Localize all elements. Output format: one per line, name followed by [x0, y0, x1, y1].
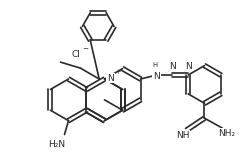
Text: NH: NH — [176, 131, 189, 140]
Text: N: N — [185, 62, 192, 71]
Text: N: N — [107, 74, 114, 83]
Text: Cl: Cl — [72, 50, 81, 59]
Text: N: N — [153, 71, 160, 80]
Text: H₂N: H₂N — [48, 140, 65, 149]
Text: H: H — [152, 62, 157, 68]
Text: −: − — [82, 46, 88, 52]
Text: NH₂: NH₂ — [218, 128, 235, 137]
Text: +: + — [116, 69, 121, 75]
Text: N: N — [169, 62, 176, 71]
Text: INN: INN — [195, 127, 198, 128]
